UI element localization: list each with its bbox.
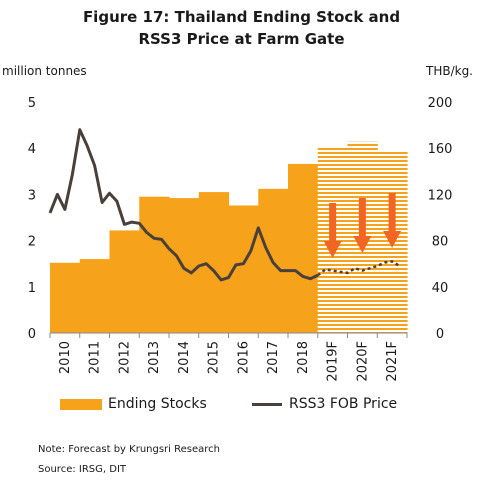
bar-2011 xyxy=(79,259,111,333)
legend-bar-swatch xyxy=(60,398,102,410)
forecast-note: Note: Forecast by Krungsri Research xyxy=(38,444,220,455)
x-tick-2018: 2018 xyxy=(296,341,311,374)
right-tick-120: 120 xyxy=(428,188,453,203)
down-arrow-shaft xyxy=(388,193,396,233)
x-tick-2019F: 2019F xyxy=(326,341,341,382)
x-tick-2012: 2012 xyxy=(117,341,132,374)
bar-2014 xyxy=(169,198,200,333)
left-tick-2: 2 xyxy=(28,235,36,250)
chart-title-line-1: Figure 17: Thailand Ending Stock and xyxy=(82,8,401,26)
bar-2013 xyxy=(139,196,170,333)
left-tick-5: 5 xyxy=(28,96,36,111)
legend-label-ending-stocks: Ending Stocks xyxy=(108,396,207,412)
bars-layer xyxy=(50,141,408,333)
x-tick-2014: 2014 xyxy=(177,341,192,374)
left-tick-3: 3 xyxy=(28,188,36,203)
x-tick-2017: 2017 xyxy=(266,341,281,374)
line-layer xyxy=(48,128,401,282)
x-tick-2015: 2015 xyxy=(207,341,222,374)
right-tick-40: 40 xyxy=(432,281,449,296)
source-note: Source: IRSG, DIT xyxy=(38,464,127,475)
left-tick-0: 0 xyxy=(28,327,36,342)
x-tick-2020F: 2020F xyxy=(355,341,370,382)
right-axis-unit: THB/kg. xyxy=(425,64,473,78)
x-tick-2021F: 2021F xyxy=(385,341,400,382)
bar-2010 xyxy=(50,262,81,333)
right-tick-0: 0 xyxy=(436,327,444,342)
legend-line-swatch xyxy=(252,402,282,406)
left-tick-1: 1 xyxy=(28,281,36,296)
x-tick-2013: 2013 xyxy=(147,341,162,374)
axes-layer: 0 1 2 3 4 5 0 40 80 120 160 200 2010 2011 2012 2013 2014… xyxy=(28,96,453,382)
down-arrow-head xyxy=(323,241,342,258)
legend-label-rss3-price: RSS3 FOB Price xyxy=(289,396,398,412)
down-arrow-shaft xyxy=(329,203,337,243)
price-line-forecast xyxy=(317,260,401,277)
x-tick-2010: 2010 xyxy=(58,341,73,374)
down-arrow-head xyxy=(383,231,402,248)
chart-title: Figure 17: Thailand Ending Stock and RSS… xyxy=(0,6,483,50)
down-arrow-icon-2021F xyxy=(383,193,402,248)
chart-notes: Note: Forecast by Krungsri Research Sour… xyxy=(38,440,220,480)
left-axis-unit: million tonnes xyxy=(2,64,87,78)
down-arrow-head xyxy=(353,236,372,253)
legend-item-ending-stocks: Ending Stocks xyxy=(60,396,207,412)
bar-2015 xyxy=(198,192,230,333)
bar-2012 xyxy=(109,230,140,333)
arrows-layer xyxy=(323,193,402,258)
chart-title-line-2: RSS3 Price at Farm Gate xyxy=(138,30,345,48)
right-tick-200: 200 xyxy=(428,96,453,111)
x-tick-2011: 2011 xyxy=(88,341,103,374)
legend-item-rss3-price: RSS3 FOB Price xyxy=(252,396,397,412)
price-line-actual xyxy=(48,128,319,282)
down-arrow-icon-2019F xyxy=(323,203,342,258)
right-tick-160: 160 xyxy=(428,142,453,157)
x-tick-2016: 2016 xyxy=(236,341,251,374)
bar-2018 xyxy=(288,163,319,333)
down-arrow-shaft xyxy=(358,198,366,238)
down-arrow-icon-2020F xyxy=(353,198,372,253)
left-tick-4: 4 xyxy=(28,142,36,157)
right-tick-80: 80 xyxy=(432,235,449,250)
